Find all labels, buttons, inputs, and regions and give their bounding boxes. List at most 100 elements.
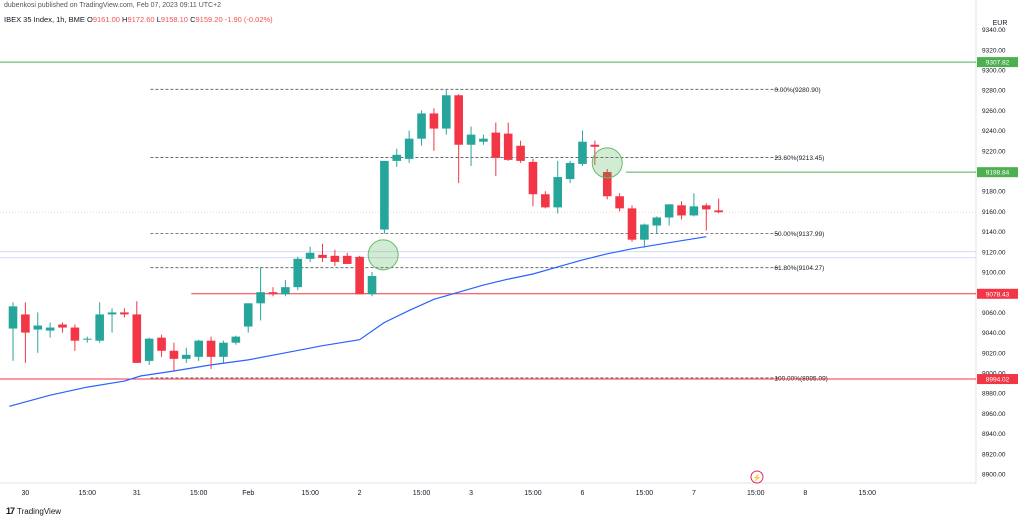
event-marker-icon	[750, 470, 764, 484]
candle-body	[491, 132, 501, 158]
y-tick-label: 8960.00	[982, 411, 1006, 418]
candle-body	[404, 138, 414, 159]
candle-body	[107, 312, 117, 315]
candle-body	[293, 258, 303, 288]
candle-body	[318, 254, 327, 258]
open-value: 9161.00	[92, 15, 120, 24]
x-tick-label: 2	[358, 490, 362, 497]
candle-body	[268, 292, 278, 295]
candle-body	[466, 134, 476, 145]
close-label: C	[190, 15, 196, 24]
candle-body	[578, 141, 587, 164]
candle-body	[367, 276, 377, 295]
candle-body	[528, 161, 538, 195]
high-value: 9172.60	[127, 15, 155, 24]
candle-body	[442, 95, 451, 129]
y-tick-label: 9280.00	[982, 88, 1006, 95]
y-tick-label: 9180.00	[982, 189, 1006, 196]
candle-body	[95, 314, 104, 341]
x-tick-label: 3	[469, 490, 473, 497]
candle-body	[677, 205, 686, 216]
tradingview-brand[interactable]: 17 TradingView	[6, 506, 61, 516]
candle-body	[454, 95, 463, 145]
y-tick-label: 9060.00	[982, 310, 1006, 317]
brand-label: TradingView	[17, 506, 62, 516]
candle-body	[417, 113, 426, 139]
low-label: L	[156, 15, 161, 24]
x-tick-label: 6	[581, 490, 585, 497]
x-tick-label: 15:00	[190, 490, 208, 497]
candle-body	[627, 208, 637, 240]
change-value: -1.90 (-0.02%)	[224, 15, 273, 24]
y-tick-label: 9220.00	[982, 148, 1006, 155]
x-tick-label: 15:00	[79, 490, 97, 497]
candle-body	[701, 205, 711, 210]
level-price-tag	[977, 374, 1018, 385]
level-price-label: 9307.82	[986, 60, 1010, 67]
high-label: H	[122, 15, 128, 24]
level-price-label: 8994.02	[986, 377, 1010, 384]
x-tick-label: 7	[692, 490, 696, 497]
candle-body	[615, 196, 624, 209]
candle-body	[8, 306, 18, 329]
candle-body	[640, 224, 649, 240]
candle-body	[169, 350, 179, 359]
candle-body	[503, 133, 513, 160]
level-price-tag	[977, 57, 1018, 68]
close-value: 9159.20	[195, 15, 223, 24]
candle-body	[120, 312, 129, 315]
currency-label: EUR	[993, 20, 1008, 27]
y-tick-label: 8980.00	[982, 391, 1006, 398]
candle-body	[380, 160, 389, 230]
candle-body	[281, 287, 290, 295]
candle-body	[256, 292, 265, 304]
fib-level-label: 23.60%(9213.45)	[774, 155, 824, 162]
candle-body	[231, 336, 241, 343]
candle-body	[516, 145, 525, 161]
y-tick-label: 9100.00	[982, 270, 1006, 277]
y-tick-label: 8900.00	[982, 472, 1006, 479]
x-tick-label: 15:00	[636, 490, 654, 497]
open-label: O	[86, 15, 93, 24]
level-price-label: 9198.84	[986, 170, 1010, 177]
x-tick-label: Feb	[242, 490, 254, 497]
candle-body	[58, 324, 67, 328]
fib-level-label: 50.00%(9137.99)	[774, 231, 824, 238]
candle-body	[714, 210, 723, 213]
tradingview-logo-icon: 17	[6, 506, 15, 516]
candle-body	[342, 255, 352, 264]
y-tick-label: 9120.00	[982, 249, 1006, 256]
x-tick-label: 31	[133, 490, 141, 497]
candle-body	[157, 337, 166, 351]
x-tick-label: 15:00	[858, 490, 876, 497]
candle-body	[194, 340, 203, 357]
publisher-line: dubenkosi published on TradingView.com, …	[4, 2, 222, 9]
candle-body	[590, 144, 600, 147]
candle-body	[565, 162, 575, 180]
y-tick-label: 9240.00	[982, 128, 1006, 135]
y-tick-label: 9340.00	[982, 27, 1006, 34]
y-tick-label: 8940.00	[982, 431, 1006, 438]
y-tick-label: 9000.00	[982, 371, 1006, 378]
candle-body	[479, 138, 488, 142]
candle-body	[21, 314, 30, 333]
symbol-ohlc-line: IBEX 35 Index, 1h, BME O9161.00 H9172.60…	[4, 15, 273, 24]
candle-body	[689, 206, 699, 216]
y-tick-label: 9020.00	[982, 350, 1006, 357]
symbol-name: IBEX 35 Index, 1h, BME	[4, 15, 85, 24]
x-tick-label: 15:00	[413, 490, 431, 497]
candle-body	[206, 340, 216, 357]
level-price-tag	[977, 288, 1018, 299]
highlight-circle	[367, 239, 399, 271]
candle-body	[355, 256, 364, 295]
candle-body	[45, 327, 55, 331]
candle-body	[541, 194, 550, 208]
candle-body	[652, 217, 662, 226]
y-tick-label: 9260.00	[982, 108, 1006, 115]
x-tick-label: 15:00	[301, 490, 319, 497]
candle-body	[82, 338, 92, 340]
candle-body	[602, 172, 612, 197]
candle-body	[305, 252, 315, 259]
low-value: 9158.10	[160, 15, 188, 24]
